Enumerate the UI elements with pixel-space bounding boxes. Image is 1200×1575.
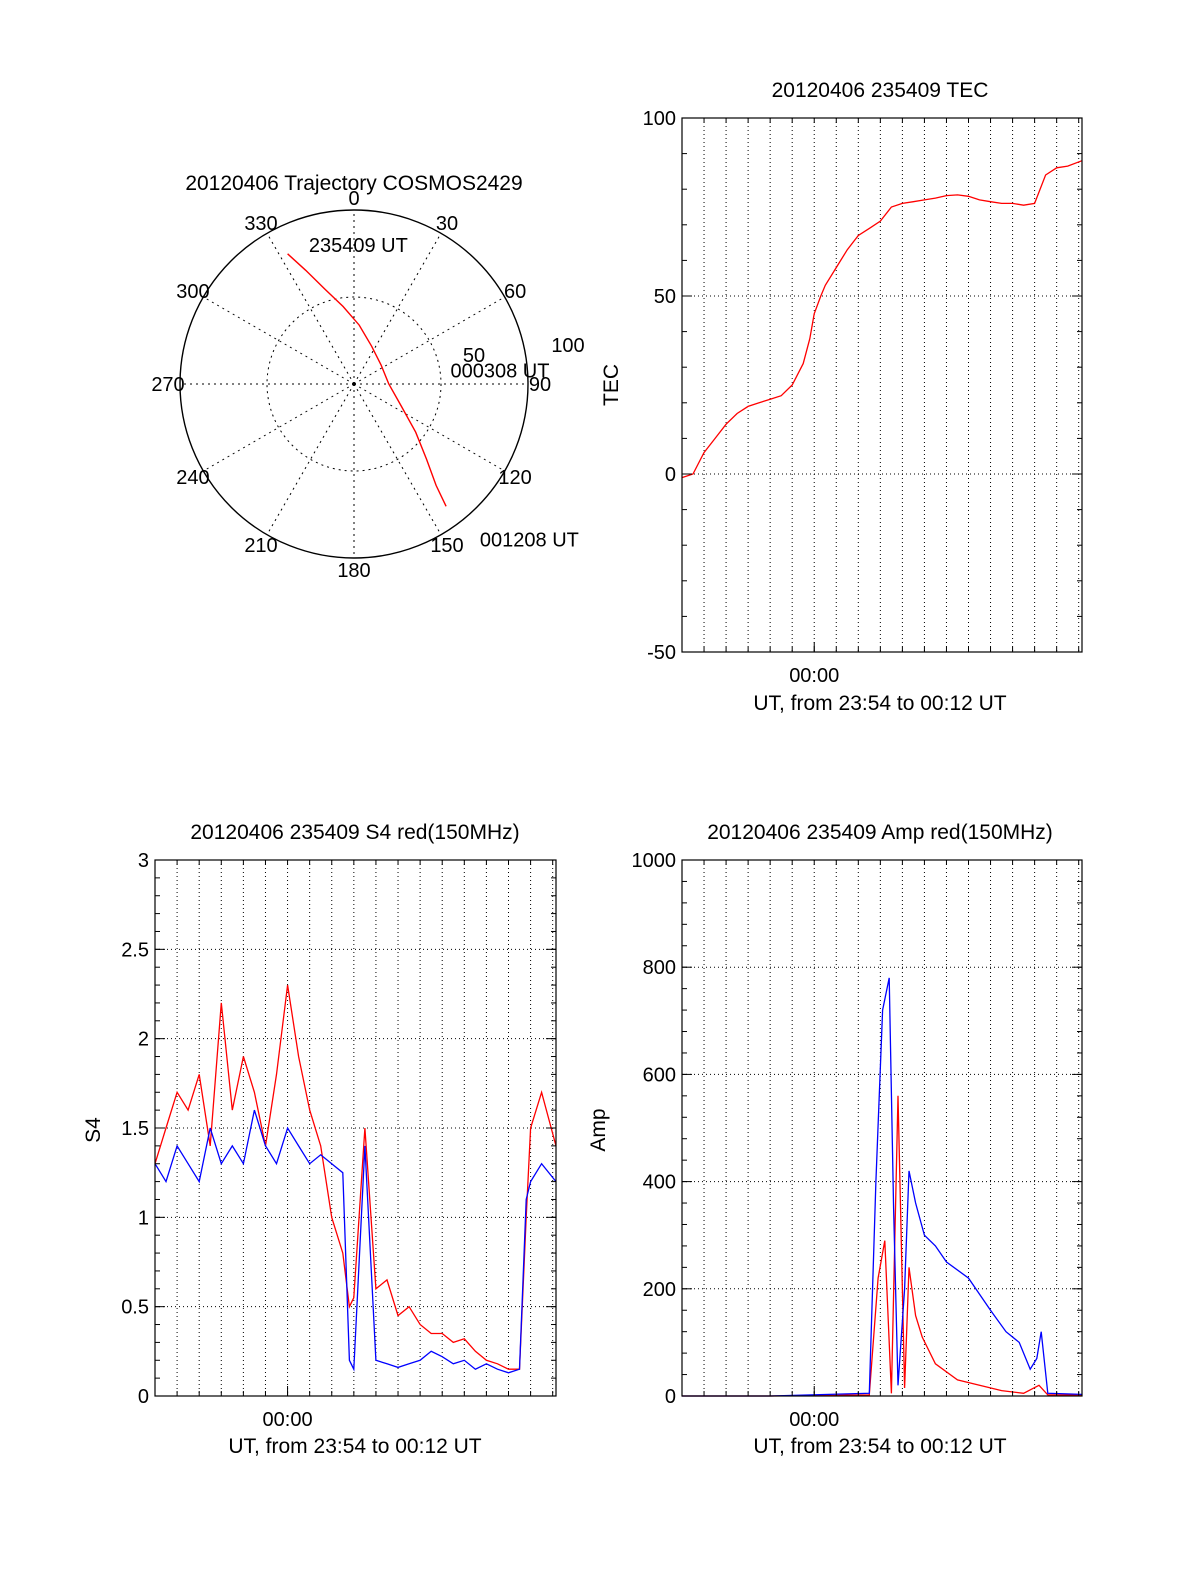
polar-inner-circle [266, 296, 442, 472]
s4-series [154, 985, 557, 1374]
polar-angle-label: 240 [176, 467, 209, 489]
x-tick-label: 00:00 [789, 665, 839, 687]
x-tick-label: 00:00 [789, 1409, 839, 1431]
trajectory-title: 20120406 Trajectory COSMOS2429 [185, 172, 522, 195]
tec-series [681, 160, 1083, 479]
amp-series [682, 977, 1083, 1397]
trajectory-time-annotation: 000308 UT [450, 360, 549, 382]
polar-radius-label: 100 [551, 335, 584, 357]
s4-ticks [154, 859, 556, 1397]
trajectory-time-annotation: 235409 UT [309, 235, 408, 257]
data-series-line [154, 1109, 557, 1374]
tec-title: 20120406 235409 TEC [772, 79, 989, 102]
polar-grid [179, 209, 529, 559]
amp-x-axis-label: UT, from 23:54 to 00:12 UT [753, 1435, 1006, 1458]
polar-radius-labels: 50 100 [463, 335, 585, 367]
data-series-line [682, 977, 1083, 1397]
y-tick-label: 400 [643, 1172, 676, 1194]
s4-title: 20120406 235409 S4 red(150MHz) [190, 821, 519, 844]
y-tick-label: 0 [138, 1386, 149, 1408]
y-tick-label: 50 [654, 286, 676, 308]
trajectory-line [287, 253, 447, 507]
data-series-line [682, 1095, 1082, 1397]
polar-series [287, 253, 447, 507]
y-tick-label: 800 [643, 957, 676, 979]
tec-x-axis-label: UT, from 23:54 to 00:12 UT [753, 692, 1006, 715]
data-series-line [154, 985, 557, 1370]
polar-angle-label: 330 [244, 213, 277, 235]
polar-angle-label: 210 [244, 535, 277, 557]
s4-plot-frame [154, 859, 557, 1397]
polar-spoke [353, 383, 505, 472]
y-tick-label: 2.5 [121, 939, 149, 961]
polar-angle-label: 90 [529, 374, 551, 396]
y-tick-label: 100 [643, 108, 676, 130]
y-tick-label: 0 [665, 464, 676, 486]
s4-y-axis-label: S4 [82, 1117, 105, 1143]
amp-y-axis-label: Amp [587, 1108, 610, 1151]
polar-outer-circle [179, 209, 529, 559]
y-tick-label: 600 [643, 1064, 676, 1086]
polar-angle-label: 60 [504, 281, 526, 303]
polar-angle-label: 300 [176, 281, 209, 303]
amp-tick-labels: 0 200 400 600 800 1000 00:00 [632, 850, 840, 1431]
amp-grid [682, 860, 1082, 1396]
y-tick-label: 200 [643, 1279, 676, 1301]
tec-grid [682, 118, 1082, 652]
polar-annotations: 235409 UT 000308 UT 001208 UT [309, 235, 579, 552]
amp-title: 20120406 235409 Amp red(150MHz) [707, 821, 1053, 844]
tec-tick-labels: -50 0 50 100 00:00 [643, 108, 840, 687]
polar-angle-label: 180 [337, 560, 370, 582]
polar-spoke [353, 233, 442, 385]
data-series-line [681, 160, 1083, 479]
x-tick-label: 00:00 [263, 1409, 313, 1431]
trajectory-polar-chart: 20120406 Trajectory COSMOS2429 0 30 60 90 12… [151, 172, 584, 582]
tec-y-axis-label: TEC [600, 364, 623, 406]
polar-angle-label: 270 [151, 374, 184, 396]
y-tick-label: -50 [647, 642, 676, 664]
y-tick-label: 1 [138, 1207, 149, 1229]
y-tick-label: 2 [138, 1029, 149, 1051]
polar-spoke [353, 296, 505, 385]
s4-x-axis-label: UT, from 23:54 to 00:12 UT [228, 1435, 481, 1458]
y-tick-label: 0.5 [121, 1297, 149, 1319]
polar-angle-label: 30 [436, 213, 458, 235]
polar-angle-label: 150 [430, 535, 463, 557]
y-tick-label: 3 [138, 850, 149, 872]
polar-spoke [203, 296, 355, 385]
tec-chart: 20120406 235409 TEC -50 0 50 100 00:00 UT, f… [600, 79, 1083, 715]
amp-ticks [681, 859, 1082, 1397]
y-tick-label: 0 [665, 1386, 676, 1408]
polar-angle-label: 120 [498, 467, 531, 489]
polar-angle-labels: 0 30 60 90 120 150 180 210 240 270 300 330 [151, 188, 551, 582]
polar-spoke [266, 383, 355, 535]
polar-angle-label: 0 [348, 188, 359, 210]
polar-radius-label: 50 [463, 345, 485, 367]
tec-plot-frame [681, 117, 1083, 653]
s4-chart: 20120406 235409 S4 red(150MHz) 0 0.5 1 1.5 2… [82, 821, 557, 1458]
amp-chart: 20120406 235409 Amp red(150MHz) 0 200 400 6… [587, 821, 1083, 1458]
y-tick-label: 1000 [632, 850, 677, 872]
trajectory-time-annotation: 001208 UT [480, 530, 579, 552]
polar-spoke [353, 383, 442, 535]
polar-spoke [203, 383, 355, 472]
y-tick-label: 1.5 [121, 1118, 149, 1140]
polar-spoke [266, 233, 355, 385]
amp-plot-frame [681, 859, 1083, 1397]
s4-tick-labels: 0 0.5 1 1.5 2 2.5 3 00:00 [121, 850, 312, 1431]
